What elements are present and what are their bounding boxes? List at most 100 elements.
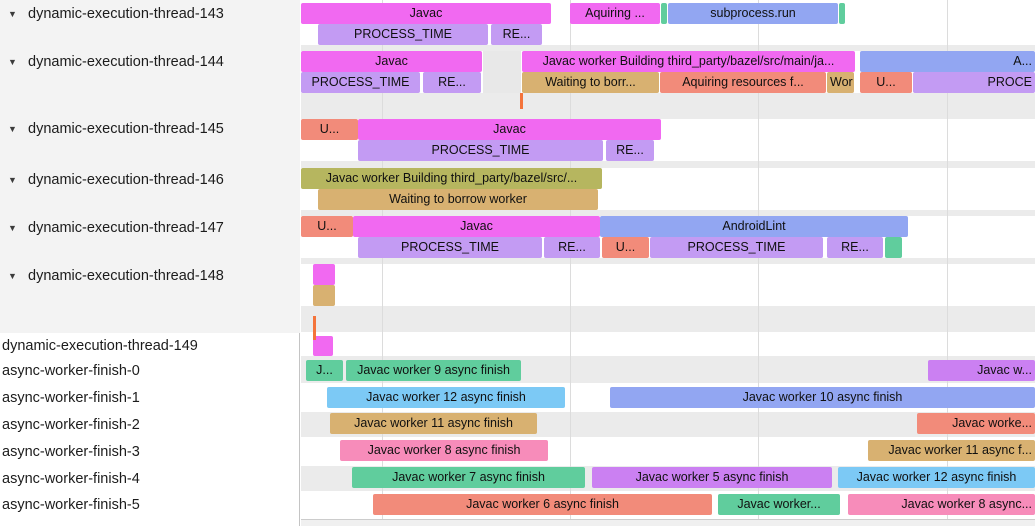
track-row[interactable]: async-worker-finish-0	[0, 360, 302, 382]
trace-slice[interactable]	[313, 264, 335, 285]
trace-slice[interactable]: Javac worker 7 async finish	[352, 467, 585, 488]
trace-slice[interactable]: PROCESS_TIME	[650, 237, 823, 258]
track-name-panel: ▼ dynamic-execution-thread-143 ▼ dynamic-ex…	[0, 0, 300, 526]
trace-slice[interactable]	[885, 237, 902, 258]
track-background-band	[301, 520, 1035, 526]
gridline	[382, 0, 383, 520]
track-row[interactable]: async-worker-finish-1	[0, 387, 302, 409]
trace-slice[interactable]: A...	[860, 51, 1035, 72]
thread-group-background	[0, 0, 300, 333]
trace-slice[interactable]: PROCESS_TIME	[301, 72, 420, 93]
trace-slice[interactable]: U...	[301, 119, 358, 140]
trace-slice[interactable]: PROCESS_TIME	[358, 237, 542, 258]
trace-slice[interactable]: Javac worker Building third_party/bazel/…	[522, 51, 855, 72]
track-name-label: async-worker-finish-3	[2, 444, 140, 460]
track-row[interactable]: async-worker-finish-4	[0, 468, 302, 490]
trace-slice[interactable]	[313, 285, 335, 306]
trace-slice[interactable]: Javac	[358, 119, 661, 140]
thread-group-row[interactable]: ▼ dynamic-execution-thread-145	[0, 118, 308, 140]
track-name-label: dynamic-execution-thread-148	[28, 268, 224, 284]
trace-slice[interactable]: Javac w...	[928, 360, 1035, 381]
trace-slice[interactable]: Aquiring ...	[570, 3, 660, 24]
trace-slice[interactable]: Javac worker 8 async finish	[340, 440, 548, 461]
track-background-band	[301, 306, 1035, 332]
collapse-arrow-icon[interactable]: ▼	[8, 124, 17, 134]
trace-slice[interactable]: RE...	[423, 72, 481, 93]
thread-group-row[interactable]: ▼ dynamic-execution-thread-147	[0, 217, 308, 239]
trace-slice[interactable]: Javac worker 12 async finish	[327, 387, 565, 408]
thread-group-row[interactable]: ▼ dynamic-execution-thread-144	[0, 51, 308, 73]
trace-slice[interactable]: Javac worker 12 async finish	[838, 467, 1035, 488]
trace-slice[interactable]: Javac	[301, 3, 551, 24]
bottom-divider	[301, 519, 1035, 520]
track-name-label: dynamic-execution-thread-143	[28, 6, 224, 22]
trace-slice[interactable]: PROCESS_TIME	[318, 24, 488, 45]
trace-slice[interactable]: U...	[301, 216, 353, 237]
trace-slice[interactable]: Javac	[353, 216, 600, 237]
track-name-label: dynamic-execution-thread-149	[2, 338, 198, 354]
trace-slice[interactable]: AndroidLint	[600, 216, 908, 237]
track-background-band	[483, 51, 521, 93]
track-row[interactable]: dynamic-execution-thread-149	[0, 335, 302, 357]
track-name-label: dynamic-execution-thread-147	[28, 220, 224, 236]
trace-slice[interactable]: Javac worke...	[917, 413, 1035, 434]
gridline	[570, 0, 571, 520]
trace-slice[interactable]: RE...	[491, 24, 542, 45]
trace-slice[interactable]: Javac worker 5 async finish	[592, 467, 832, 488]
track-name-label: dynamic-execution-thread-144	[28, 54, 224, 70]
trace-slice[interactable]: RE...	[827, 237, 883, 258]
instant-event-tick[interactable]	[313, 316, 316, 340]
trace-slice[interactable]: Javac worker 8 async...	[848, 494, 1035, 515]
track-row[interactable]: async-worker-finish-5	[0, 494, 302, 516]
trace-slice[interactable]: Aquiring resources f...	[660, 72, 826, 93]
trace-slice[interactable]: Javac	[301, 51, 482, 72]
timeline-canvas[interactable]: Javac Aquiring ... subprocess.run PROCESS_T…	[301, 0, 1035, 526]
track-name-label: async-worker-finish-1	[2, 390, 140, 406]
trace-slice[interactable]	[839, 3, 845, 24]
trace-slice[interactable]: Javac worker 6 async finish	[373, 494, 712, 515]
trace-slice[interactable]	[313, 336, 333, 356]
track-background-band	[301, 93, 1035, 119]
track-background-band	[301, 356, 1035, 360]
collapse-arrow-icon[interactable]: ▼	[8, 57, 17, 67]
thread-group-row[interactable]: ▼ dynamic-execution-thread-148	[0, 265, 308, 287]
trace-slice[interactable]: RE...	[606, 140, 654, 161]
trace-slice[interactable]: U...	[602, 237, 649, 258]
trace-slice[interactable]	[661, 3, 667, 24]
trace-slice[interactable]: PROCESS_TIME	[358, 140, 603, 161]
trace-slice[interactable]: RE...	[544, 237, 600, 258]
gridline	[758, 0, 759, 520]
thread-group-row[interactable]: ▼ dynamic-execution-thread-146	[0, 169, 308, 191]
trace-slice[interactable]: PROCE	[913, 72, 1035, 93]
track-name-label: async-worker-finish-5	[2, 497, 140, 513]
instant-event-tick[interactable]	[520, 93, 523, 109]
trace-slice[interactable]: subprocess.run	[668, 3, 838, 24]
collapse-arrow-icon[interactable]: ▼	[8, 9, 17, 19]
trace-slice[interactable]: Javac worker 11 async finish	[330, 413, 537, 434]
track-background-band	[301, 258, 1035, 264]
trace-slice[interactable]: Javac worker 11 async f...	[868, 440, 1035, 461]
track-name-label: async-worker-finish-4	[2, 471, 140, 487]
thread-group-row[interactable]: ▼ dynamic-execution-thread-143	[0, 3, 308, 25]
gridline	[947, 0, 948, 520]
trace-slice[interactable]: Javac worker 9 async finish	[346, 360, 521, 381]
track-name-label: dynamic-execution-thread-146	[28, 172, 224, 188]
track-name-label: dynamic-execution-thread-145	[28, 121, 224, 137]
trace-slice[interactable]: Javac worker Building third_party/bazel/…	[301, 168, 602, 189]
track-row[interactable]: async-worker-finish-3	[0, 441, 302, 463]
trace-slice[interactable]: Waiting to borrow worker	[318, 189, 598, 210]
collapse-arrow-icon[interactable]: ▼	[8, 175, 17, 185]
trace-slice[interactable]: Javac worker 10 async finish	[610, 387, 1035, 408]
track-name-label: async-worker-finish-2	[2, 417, 140, 433]
trace-slice[interactable]: U...	[860, 72, 912, 93]
trace-slice[interactable]: J...	[306, 360, 343, 381]
collapse-arrow-icon[interactable]: ▼	[8, 223, 17, 233]
track-background-band	[301, 161, 1035, 168]
trace-slice[interactable]: Javac worker...	[718, 494, 840, 515]
collapse-arrow-icon[interactable]: ▼	[8, 271, 17, 281]
trace-slice[interactable]: Wor	[827, 72, 854, 93]
track-background-band	[301, 45, 1035, 51]
trace-slice[interactable]: Waiting to borr...	[522, 72, 659, 93]
track-row[interactable]: async-worker-finish-2	[0, 414, 302, 436]
